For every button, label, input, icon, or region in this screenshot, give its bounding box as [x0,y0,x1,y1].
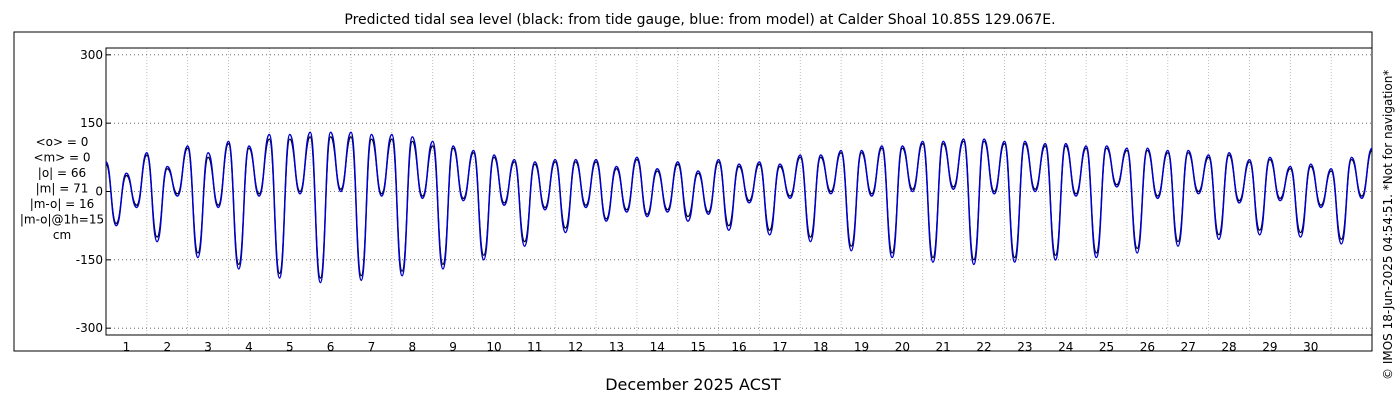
x-tick-label: 22 [976,340,991,354]
x-tick-label: 8 [408,340,416,354]
stat-line: cm [53,228,71,242]
stat-line: |m-o|@1h=15 [20,213,104,227]
x-tick-label: 21 [936,340,951,354]
copyright-note: © IMOS 18-Jun-2025 04:54:51. *Not for na… [1381,70,1395,380]
stat-line: |o| = 66 [38,166,86,180]
x-tick-label: 15 [691,340,706,354]
y-tick-label: -150 [76,253,103,267]
x-tick-label: 6 [327,340,335,354]
series-line-model [105,131,1373,284]
y-tick-label: 150 [80,116,103,130]
x-tick-label: 14 [650,340,665,354]
stat-line: |m-o| = 16 [30,197,95,211]
y-tick-label: 0 [95,185,103,199]
x-tick-label: 1 [123,340,131,354]
x-tick-label: 17 [772,340,787,354]
stat-line: <o> = 0 [36,135,89,149]
series-layer [105,131,1373,284]
x-tick-label: 5 [286,340,294,354]
x-tick-label: 28 [1221,340,1236,354]
x-tick-label: 12 [568,340,583,354]
x-tick-label: 25 [1099,340,1114,354]
x-tick-label: 10 [486,340,501,354]
x-tick-label: 16 [731,340,746,354]
grid-layer [106,48,1372,335]
x-tick-labels: 1 2 3 4 5 6 7 8 9 10 11 12 13 14 15 16 17 18 19 20 21 22 23 24 2… [123,340,1319,354]
y-tick-label: 300 [80,48,103,62]
x-tick-label: 11 [527,340,542,354]
x-tick-label: 13 [609,340,624,354]
x-tick-label: 20 [895,340,910,354]
x-tick-label: 3 [204,340,212,354]
x-tick-label: 29 [1262,340,1277,354]
x-tick-label: 7 [368,340,376,354]
x-tick-label: 19 [854,340,869,354]
x-tick-label: 26 [1140,340,1155,354]
chart-title: Predicted tidal sea level (black: from t… [344,12,1055,28]
x-tick-label: 24 [1058,340,1073,354]
y-tick-labels: 300 150 0 -150 -300 [76,48,111,335]
x-tick-label: 30 [1303,340,1318,354]
x-tick-label: 2 [163,340,171,354]
x-tick-label: 23 [1017,340,1032,354]
x-tick-label: 18 [813,340,828,354]
x-axis-label: December 2025 ACST [605,375,781,394]
x-tick-label: 27 [1181,340,1196,354]
x-tick-label: 4 [245,340,253,354]
stat-line: <m> = 0 [33,151,90,165]
x-tick-label: 9 [449,340,457,354]
y-tick-label: -300 [76,321,103,335]
stat-line: |m| = 71 [36,182,89,196]
stats-block: <o> = 0 <m> = 0|o| = 66 |m| = 71|m-o| = 16… [20,135,104,242]
